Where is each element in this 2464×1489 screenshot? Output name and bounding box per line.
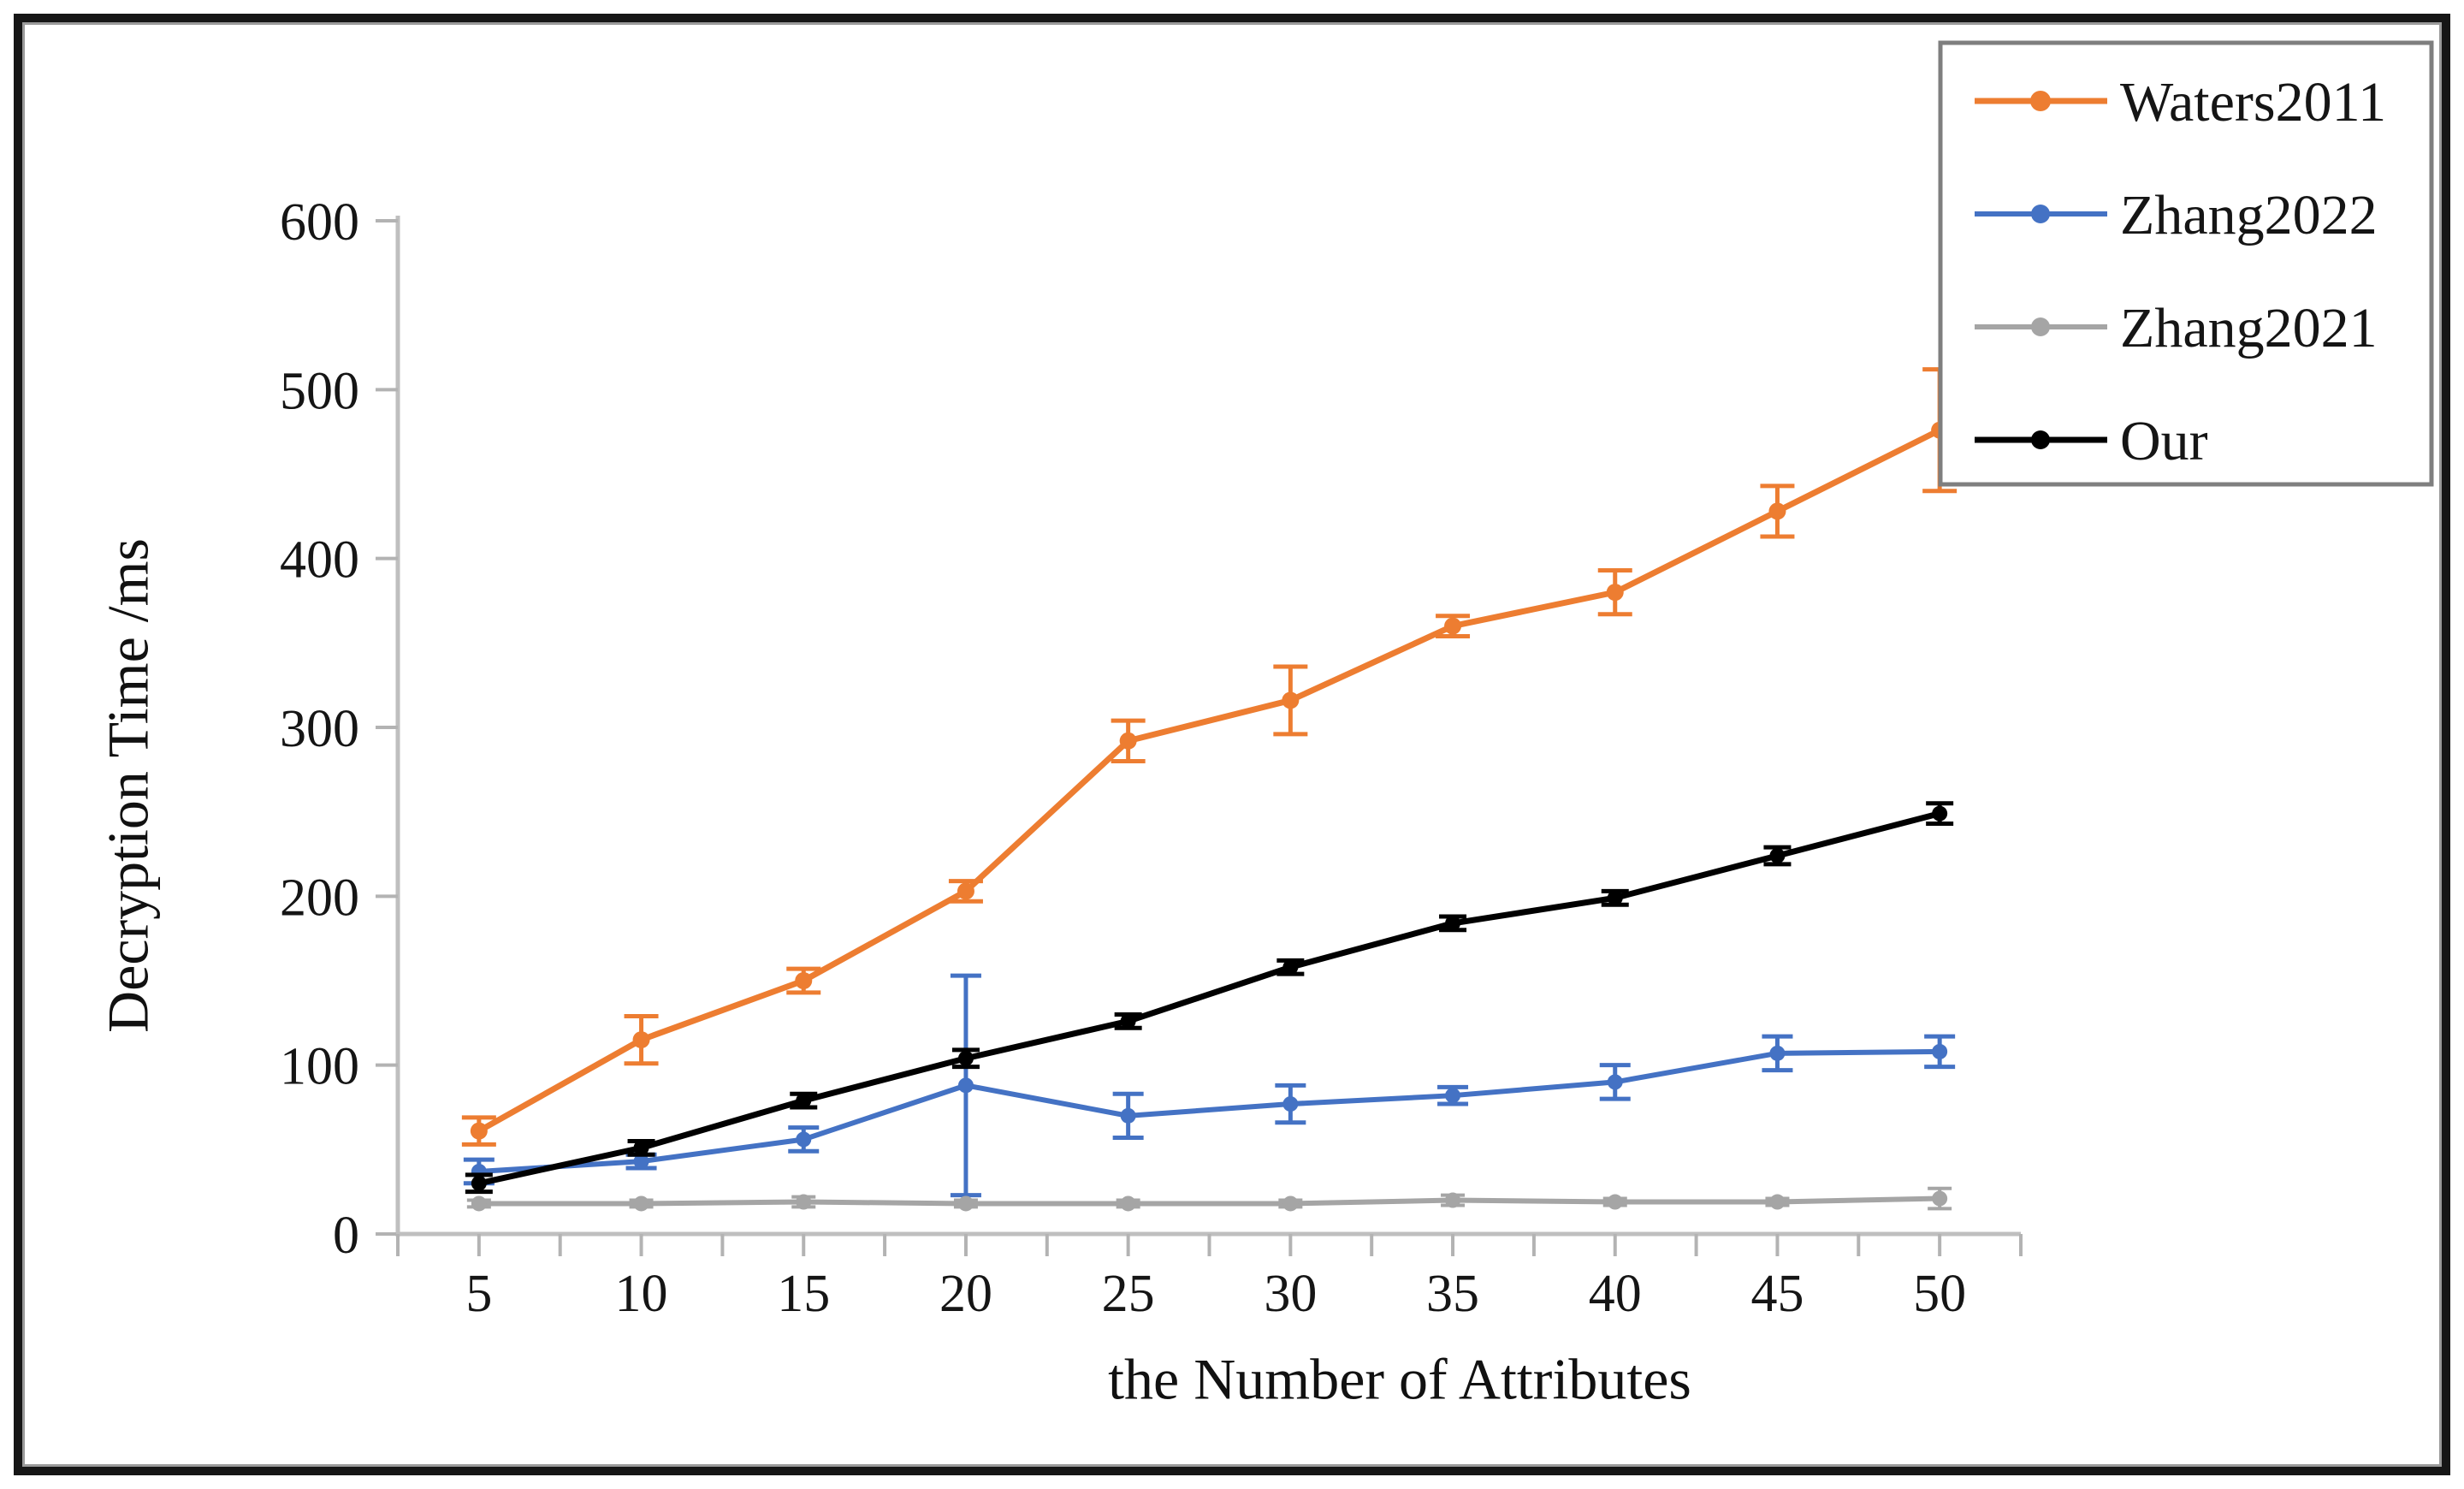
- data-point-marker: [633, 1140, 649, 1156]
- y-tick-label: 400: [280, 531, 359, 590]
- data-point-marker: [1607, 1074, 1623, 1090]
- data-point-marker: [957, 1050, 974, 1066]
- data-point-marker: [1120, 1107, 1136, 1124]
- data-point-marker: [1445, 1088, 1461, 1104]
- legend-marker-icon: [2030, 91, 2051, 111]
- y-tick-label: 500: [280, 362, 359, 420]
- x-tick-label: 35: [1426, 1265, 1479, 1323]
- data-point-marker: [1444, 617, 1462, 635]
- data-point-marker: [632, 1031, 650, 1049]
- x-tick-label: 10: [615, 1265, 668, 1323]
- data-point-marker: [796, 1093, 812, 1109]
- x-tick-label: 20: [939, 1265, 992, 1323]
- x-tick-label: 15: [777, 1265, 830, 1323]
- data-point-marker: [1119, 732, 1137, 750]
- data-point-marker: [1282, 959, 1299, 976]
- data-point-marker: [471, 1175, 487, 1191]
- data-point-marker: [1120, 1195, 1136, 1212]
- legend-label: Zhang2022: [2120, 184, 2378, 246]
- series-zhang2021: [466, 1186, 1952, 1212]
- series-our: [465, 801, 1954, 1195]
- data-point-marker: [1282, 1096, 1299, 1112]
- data-point-marker: [471, 1195, 487, 1212]
- x-tick-label: 45: [1750, 1265, 1804, 1323]
- data-point-marker: [796, 1131, 812, 1148]
- data-point-marker: [1932, 1043, 1948, 1059]
- series-zhang2022: [463, 973, 1956, 1198]
- series-line: [478, 1195, 1940, 1207]
- data-point-marker: [795, 972, 813, 989]
- data-point-marker: [957, 1077, 974, 1094]
- series-line: [477, 427, 1941, 1134]
- data-point-marker: [470, 1122, 488, 1140]
- y-axis-title: Decryption Time /ms: [95, 537, 161, 1034]
- x-axis: 5 10 15 20 25 30 35 40 45 50: [396, 1231, 2023, 1323]
- data-point-marker: [1445, 1192, 1461, 1208]
- data-point-marker: [1769, 847, 1786, 863]
- x-tick-label: 40: [1589, 1265, 1642, 1323]
- x-axis-title: the Number of Attributes: [1108, 1346, 1691, 1412]
- data-point-marker: [1282, 1195, 1299, 1212]
- x-tick-label: 5: [465, 1265, 492, 1323]
- x-tick-label: 30: [1264, 1265, 1317, 1323]
- x-tick-label: 25: [1102, 1265, 1155, 1323]
- data-point-marker: [1769, 1045, 1786, 1061]
- legend-marker-icon: [2031, 317, 2050, 336]
- data-point-marker: [796, 1194, 812, 1210]
- y-tick-label: 200: [280, 869, 359, 927]
- series-line: [478, 810, 1941, 1187]
- y-tick-label: 100: [280, 1038, 359, 1096]
- legend-label: Zhang2021: [2120, 297, 2378, 359]
- data-point-marker: [633, 1195, 649, 1212]
- x-tick-label: 50: [1913, 1265, 1966, 1323]
- legend: Waters2011 Zhang2022 Zhang2021 Our: [1938, 40, 2434, 487]
- y-tick-label: 0: [333, 1207, 359, 1265]
- data-point-marker: [1120, 1013, 1136, 1029]
- data-point-marker: [1768, 502, 1786, 520]
- data-point-marker: [1932, 805, 1948, 822]
- legend-label: Waters2011: [2120, 71, 2386, 133]
- data-point-marker: [1282, 691, 1300, 709]
- data-point-marker: [1606, 584, 1624, 602]
- legend-marker-icon: [2031, 205, 2050, 223]
- data-point-marker: [1607, 1194, 1623, 1210]
- data-point-marker: [957, 1195, 974, 1212]
- data-point-marker: [1607, 890, 1623, 906]
- data-point-marker: [633, 1154, 649, 1170]
- legend-box: [1938, 40, 2434, 487]
- data-point-marker: [1445, 915, 1461, 931]
- legend-label: Our: [2120, 410, 2208, 472]
- y-axis: 0 100 200 300 400 500 600: [280, 193, 400, 1265]
- y-tick-label: 600: [280, 193, 359, 252]
- data-point-marker: [957, 882, 974, 900]
- series-waters2011: [461, 367, 1958, 1147]
- legend-marker-icon: [2031, 430, 2050, 449]
- data-point-marker: [1932, 1190, 1948, 1207]
- data-point-marker: [1769, 1194, 1786, 1210]
- y-tick-label: 300: [280, 700, 359, 758]
- series-line: [478, 1048, 1940, 1174]
